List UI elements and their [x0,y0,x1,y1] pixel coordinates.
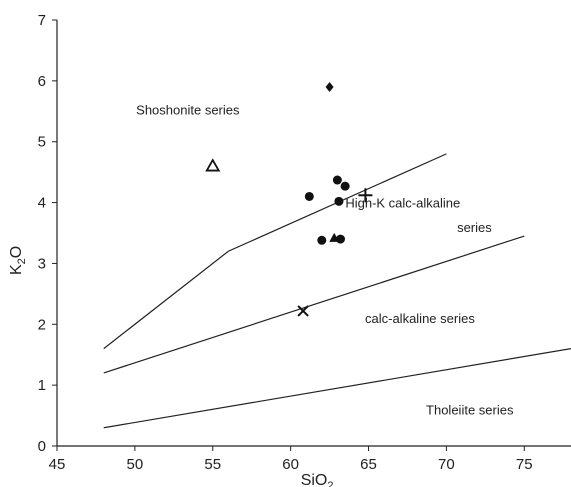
x-tick-label: 65 [360,456,377,473]
data-point-diamond [325,81,334,92]
x-tick-label: 75 [516,456,533,473]
region-label: Shoshonite series [136,102,240,117]
y-axis-title: K2O [8,246,28,275]
y-tick-label: 6 [38,73,46,90]
x-tick-label: 45 [49,456,66,473]
data-point-plus [358,188,373,203]
data-point-circle [334,196,344,206]
y-tick-label: 2 [38,316,46,333]
region-label: High-K calc-alkaline [345,195,460,210]
cross-stroke-b [297,305,309,317]
region-label: calc-alkaline series [365,311,475,326]
boundary-line [103,235,525,374]
data-point-cross [297,305,309,317]
y-tick-label: 0 [38,438,46,455]
data-point-circle [340,181,350,191]
y-tick-label: 5 [38,134,46,151]
x-tick-label: 55 [204,456,221,473]
boundary-line [103,153,447,350]
x-tick-label: 60 [282,456,299,473]
data-point-circle [304,191,314,201]
x-tick-label: 50 [127,456,144,473]
y-tick-label: 3 [38,255,46,272]
boundary-line [103,348,571,429]
x-tick-label: 70 [438,456,455,473]
y-tick-label: 1 [38,377,46,394]
data-point-triangle [329,232,340,242]
region-label: series [457,220,492,235]
data-point-open-triangle [205,158,221,172]
y-tick-label: 4 [38,195,46,212]
data-point-circle [317,235,327,245]
data-point-circle [332,175,342,185]
region-label: Tholeiite series [426,402,514,417]
x-axis-title: SiO2 [301,472,334,487]
y-tick-label: 7 [38,12,46,29]
